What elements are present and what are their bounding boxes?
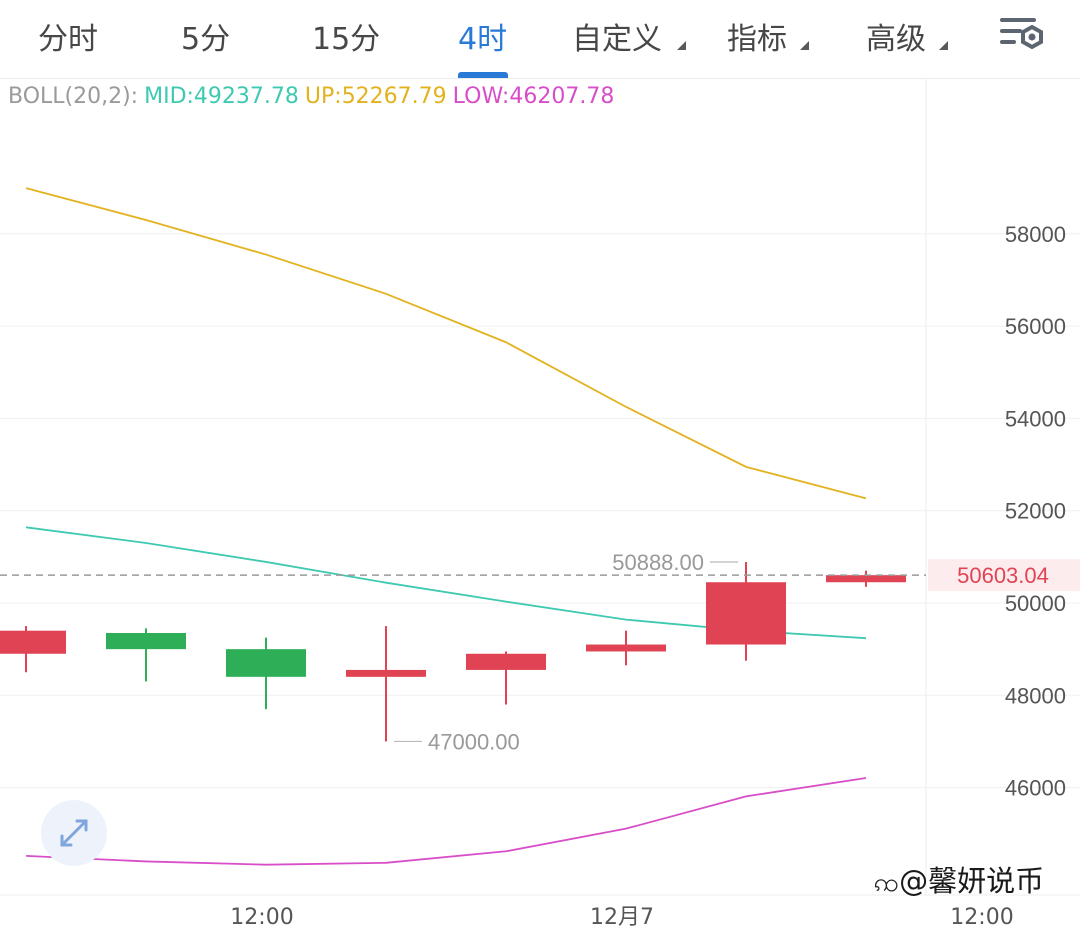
candle-body: [586, 644, 666, 652]
boll-up-line: [25, 187, 867, 500]
y-tick-label: 54000: [1005, 406, 1066, 431]
boll-up-value: UP:52267.79: [304, 84, 447, 109]
candle-body: [346, 669, 426, 677]
tab-advanced[interactable]: 高级: [866, 22, 926, 57]
y-tick-label: 48000: [1005, 683, 1066, 708]
tab-15min[interactable]: 15分: [312, 22, 381, 57]
tab-custom[interactable]: 自定义: [572, 22, 662, 57]
y-tick-label: 56000: [1005, 314, 1066, 339]
x-tick-label: 12月7: [590, 905, 654, 930]
last-price-label: 50603.04: [957, 563, 1049, 588]
tab-indicators[interactable]: 指标: [727, 22, 787, 57]
low-price-label: 47000.00: [428, 729, 520, 754]
boll-name: BOLL(20,2):: [8, 84, 139, 109]
candle-body: [826, 575, 906, 583]
boll-low-value: LOW:46207.78: [452, 84, 615, 109]
high-price-label: 50888.00: [612, 550, 704, 575]
x-tick-label: 12:00: [230, 905, 293, 930]
candle-body: [466, 653, 546, 670]
swirl-logo-icon: ꩡ: [874, 868, 900, 898]
tab-4hour[interactable]: 4时: [458, 22, 508, 57]
boll-low-line: [25, 777, 867, 866]
timeframe-tabs: 分时 5分 15分 4时 自定义 指标 高级: [0, 0, 1080, 79]
chart-settings-icon[interactable]: [996, 12, 1048, 56]
candle-body: [706, 582, 786, 645]
y-tick-label: 50000: [1005, 591, 1066, 616]
tab-5min[interactable]: 5分: [181, 22, 231, 57]
boll-legend: BOLL(20,2): MID:49237.78 UP:52267.79 LOW:46…: [8, 84, 620, 109]
candle-body: [226, 649, 306, 677]
dropdown-caret-icon: [939, 41, 948, 50]
y-tick-label: 52000: [1005, 499, 1066, 524]
y-tick-label: 46000: [1005, 776, 1066, 801]
dropdown-caret-icon: [677, 41, 686, 50]
y-tick-label: 58000: [1005, 222, 1066, 247]
candle-body: [0, 630, 66, 654]
tab-time-sharing[interactable]: 分时: [38, 22, 98, 57]
dropdown-caret-icon: [800, 41, 809, 50]
last-price-tag: [928, 559, 1080, 592]
expand-chart-button[interactable]: [41, 800, 107, 866]
expand-icon: [60, 819, 88, 847]
watermark: ꩡ@馨妍说币: [874, 864, 1045, 898]
active-tab-indicator: [458, 72, 508, 78]
candle-body: [106, 632, 186, 650]
x-tick-label: 12:00: [950, 905, 1013, 930]
boll-mid-value: MID:49237.78: [144, 84, 299, 109]
